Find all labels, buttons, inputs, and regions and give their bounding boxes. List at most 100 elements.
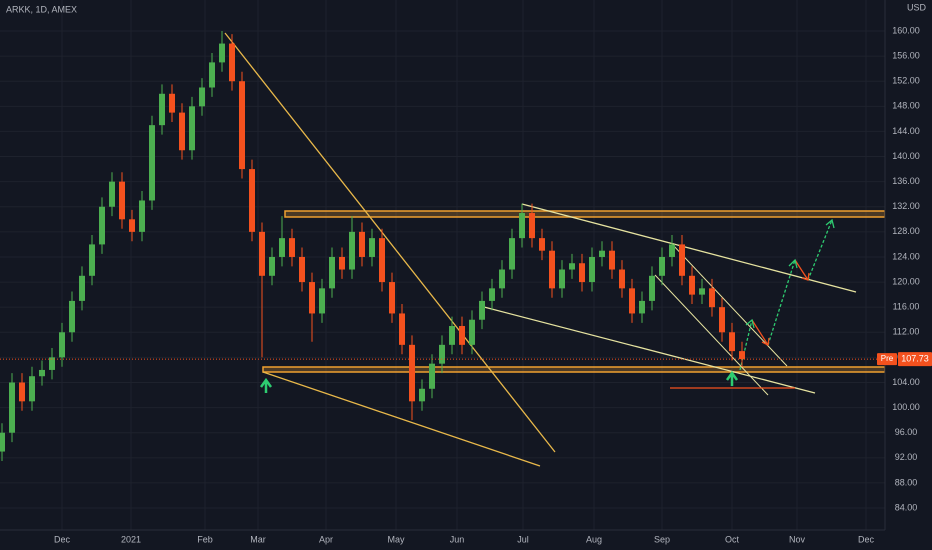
x-tick-label: Sep xyxy=(654,534,670,544)
y-tick-label: 152.00 xyxy=(892,76,920,86)
candle-body xyxy=(149,125,155,201)
candle-body xyxy=(169,93,175,113)
drawings xyxy=(224,32,886,467)
channel-line xyxy=(671,243,788,367)
candle-body xyxy=(159,93,165,126)
candle-body xyxy=(399,313,405,345)
y-tick-label: 156.00 xyxy=(892,50,920,60)
candle-body xyxy=(389,282,395,314)
y-tick-label: 88.00 xyxy=(895,477,918,487)
candle-body xyxy=(419,388,425,402)
candle-body xyxy=(639,300,645,314)
candle-body xyxy=(79,275,85,301)
badge-value-bg xyxy=(898,352,932,367)
x-tick-label: Mar xyxy=(250,534,266,544)
projection-arrow xyxy=(794,259,809,281)
x-tick-label: Feb xyxy=(197,534,213,544)
candle-body xyxy=(29,376,35,402)
candle-body xyxy=(469,319,475,345)
y-tick-label: 92.00 xyxy=(895,452,918,462)
y-tick-label: 124.00 xyxy=(892,251,920,261)
candle-body xyxy=(729,332,735,352)
candle-body xyxy=(509,238,515,270)
candle-body xyxy=(209,62,215,88)
candle-body xyxy=(579,263,585,283)
support-zone xyxy=(262,366,886,373)
x-tick-label: Dec xyxy=(858,534,875,544)
y-tick-label: 116.00 xyxy=(893,302,920,312)
candle-body xyxy=(549,250,555,289)
badge-tag: Pre xyxy=(881,354,894,363)
x-tick-label: Dec xyxy=(54,534,71,544)
channel-line xyxy=(521,203,857,293)
candle-body xyxy=(339,256,345,270)
projection-arrow xyxy=(751,319,769,346)
candle-body xyxy=(299,256,305,283)
candle-body xyxy=(369,238,375,257)
x-tick-label: Oct xyxy=(725,534,740,544)
y-tick-label: 84.00 xyxy=(895,502,918,512)
arrow-head xyxy=(761,337,770,346)
x-tick-label: Jul xyxy=(517,534,529,544)
candle-body xyxy=(689,275,695,295)
candle-body xyxy=(429,363,435,389)
y-tick-label: 100.00 xyxy=(892,402,920,412)
candle-body xyxy=(59,332,65,358)
y-tick-label: 160.00 xyxy=(892,25,920,35)
candle-body xyxy=(679,244,685,276)
candle-body xyxy=(659,256,665,276)
x-tick-label: Jun xyxy=(450,534,465,544)
candle-body xyxy=(9,382,15,433)
candle-body xyxy=(669,244,675,257)
projection-arrow xyxy=(739,319,753,371)
candle-body xyxy=(89,244,95,276)
candle-body xyxy=(99,206,105,245)
candle-body xyxy=(609,250,615,270)
candle-body xyxy=(439,344,445,364)
candle-body xyxy=(69,300,75,333)
trend-line xyxy=(224,32,556,453)
x-tick-label: 2021 xyxy=(121,534,141,544)
y-tick-label: 128.00 xyxy=(892,226,920,236)
axes: 84.0088.0092.0096.00100.00104.00108.0011… xyxy=(0,25,932,544)
candle-body xyxy=(629,288,635,314)
candle-body xyxy=(499,269,505,289)
candle-body xyxy=(489,288,495,301)
candle-body xyxy=(349,231,355,270)
x-tick-label: May xyxy=(387,534,405,544)
candle-body xyxy=(479,300,485,320)
up-arrow xyxy=(259,377,273,393)
y-tick-label: 144.00 xyxy=(892,126,920,136)
y-tick-label: 140.00 xyxy=(892,151,920,161)
candle-body xyxy=(529,213,535,239)
x-tick-label: Apr xyxy=(319,534,333,544)
candle-body xyxy=(229,43,235,82)
candle-body xyxy=(379,238,385,283)
badge-tag-bg xyxy=(877,353,897,366)
candle-body xyxy=(139,200,145,232)
candle-body xyxy=(709,288,715,308)
candle-body xyxy=(49,357,55,370)
arrow-head xyxy=(788,258,798,269)
y-tick-label: 132.00 xyxy=(892,201,920,211)
candle-body xyxy=(109,181,115,207)
candle-body xyxy=(539,238,545,251)
candles xyxy=(0,31,745,461)
time-axis xyxy=(0,530,885,550)
candle-body xyxy=(519,213,525,239)
y-tick-label: 136.00 xyxy=(892,176,920,186)
arrow-head xyxy=(825,218,835,229)
candle-body xyxy=(289,238,295,257)
projection-arrow xyxy=(807,219,833,281)
badge-value: 107.73 xyxy=(901,353,929,363)
candle-body xyxy=(269,256,275,276)
y-tick-label: 112.00 xyxy=(893,327,920,337)
grid xyxy=(0,0,885,530)
candle-body xyxy=(589,256,595,283)
arrow-head xyxy=(745,318,755,329)
candle-body xyxy=(719,307,725,333)
candle-body xyxy=(239,81,245,170)
candle-body xyxy=(259,231,265,276)
